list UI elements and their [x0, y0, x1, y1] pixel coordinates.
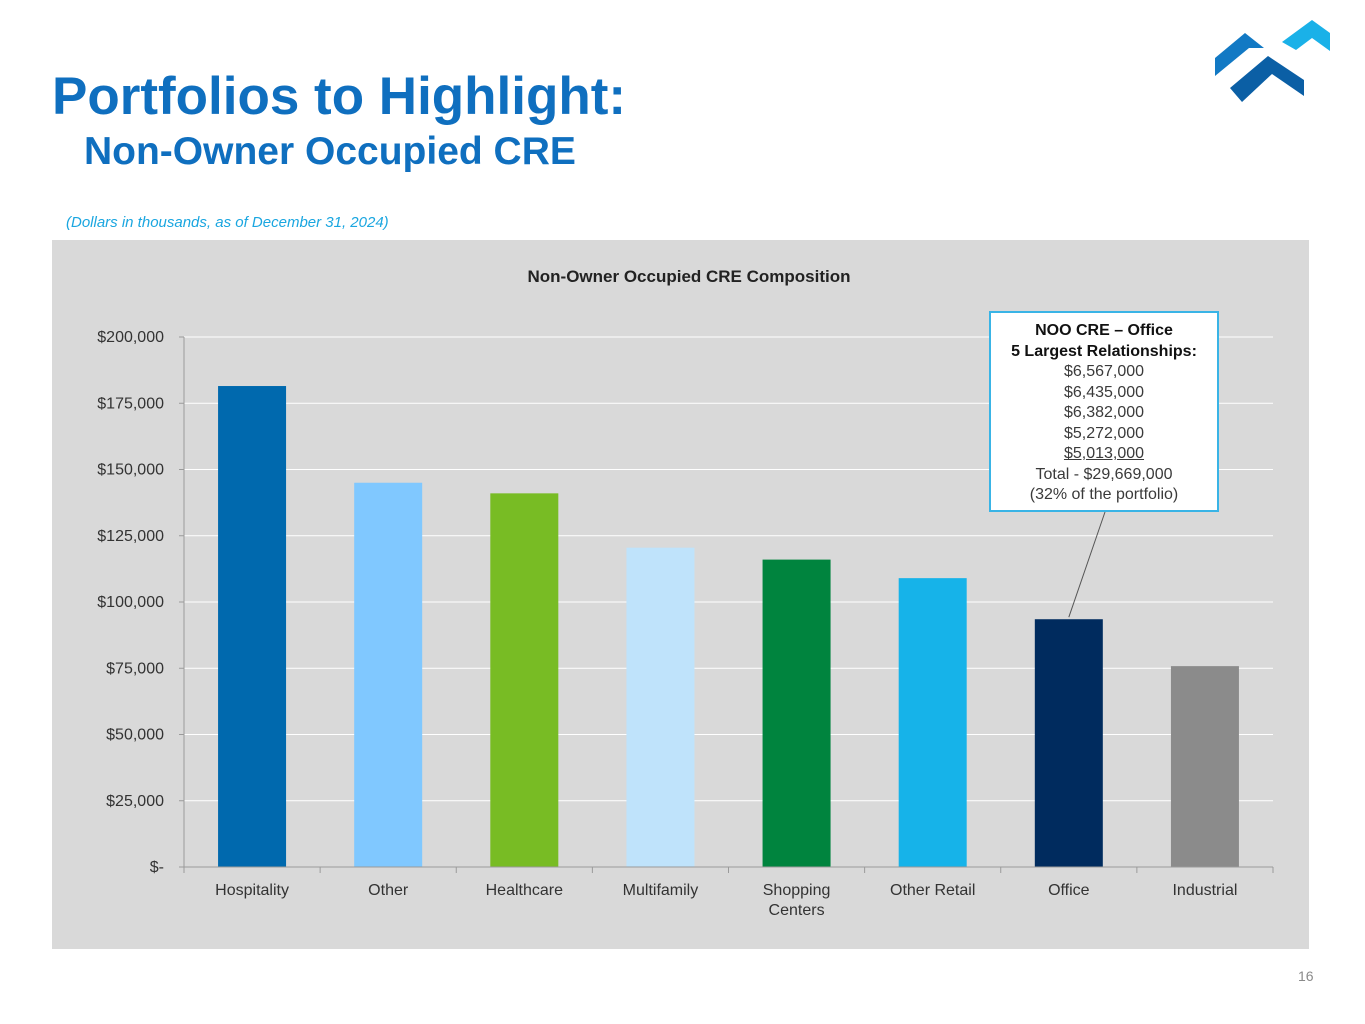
y-tick-label: $150,000 [97, 462, 164, 479]
x-tick-label: Multifamily [623, 882, 699, 899]
callout-heading: NOO CRE – Office [1035, 322, 1173, 339]
units-note: (Dollars in thousands, as of December 31… [66, 214, 389, 231]
bar-other-retail [898, 578, 967, 867]
x-tick-label: Office [1048, 882, 1090, 899]
callout-amount: $5,272,000 [1063, 424, 1145, 442]
slide-title: Portfolios to Highlight: [52, 67, 627, 126]
y-tick-label: $100,000 [97, 594, 164, 611]
company-logo-icon [1215, 20, 1330, 102]
callout-amount: $6,382,000 [1063, 404, 1145, 421]
callout-total: Total - $29,669,000 [1035, 465, 1173, 483]
page-number: 16 [1298, 968, 1314, 984]
bar-office [1034, 619, 1103, 867]
x-tick-label: Other [368, 882, 409, 899]
slide-subtitle: Non-Owner Occupied CRE [84, 130, 576, 173]
callout-amount: $5,013,000 [1063, 445, 1145, 462]
x-tick-label: Hospitality [215, 882, 289, 899]
y-tick-label: $50,000 [106, 727, 164, 744]
callout-amount: $6,435,000 [1063, 383, 1145, 401]
callout-amount: $6,567,000 [1063, 363, 1145, 380]
y-tick-label: $- [150, 859, 164, 876]
y-tick-label: $175,000 [97, 395, 164, 412]
x-tick-label: Healthcare [486, 882, 563, 899]
x-tick-label: Other Retail [890, 882, 975, 899]
y-tick-label: $25,000 [106, 793, 164, 810]
x-tick-label: Shopping Centers [763, 882, 831, 919]
y-tick-label: $200,000 [97, 329, 164, 346]
bar-shopping-centers [762, 559, 831, 867]
bar-multifamily [626, 547, 695, 867]
bar-hospitality [218, 386, 287, 867]
bar-industrial [1170, 666, 1239, 867]
y-tick-label: $75,000 [106, 660, 164, 677]
bar-healthcare [490, 493, 559, 867]
chart-title: Non-Owner Occupied CRE Composition [527, 267, 850, 286]
callout-subheading: 5 Largest Relationships: [1011, 342, 1197, 360]
office-callout-box: NOO CRE – Office 5 Largest Relationships… [989, 311, 1219, 512]
bar-other [354, 482, 423, 867]
callout-leader-line [1068, 511, 1106, 618]
y-tick-label: $125,000 [97, 528, 164, 545]
callout-share: (32% of the portfolio) [1029, 486, 1179, 503]
x-tick-label: Industrial [1172, 882, 1237, 899]
